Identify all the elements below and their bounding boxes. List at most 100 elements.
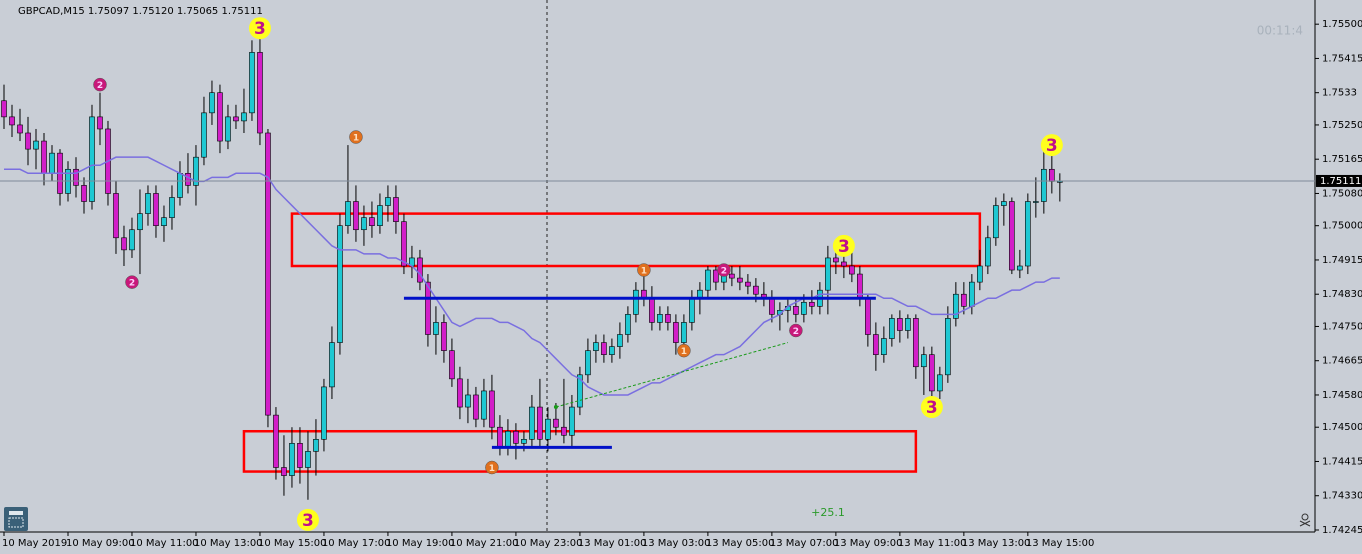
candle-body — [593, 342, 599, 351]
candle-body — [329, 342, 335, 388]
candle-body — [745, 281, 751, 287]
x-tick-label: 13 May 13:00 — [962, 538, 1031, 549]
candle-body — [209, 92, 215, 114]
candle-body — [681, 322, 687, 343]
candle-body — [73, 168, 79, 186]
candle-body — [609, 346, 615, 355]
x-tick-label: 13 May 03:00 — [642, 538, 711, 549]
candle-body — [1009, 201, 1015, 271]
candles — [1, 32, 1063, 500]
current-price-label: 1.75111 — [1320, 176, 1361, 187]
candle-body — [425, 281, 431, 335]
candle-body — [1, 100, 7, 118]
candle-body — [929, 354, 935, 392]
candle-body — [177, 173, 183, 198]
candle-body — [977, 265, 983, 283]
candle-body — [945, 318, 951, 376]
candle-body — [809, 301, 815, 307]
signal-marker — [93, 77, 107, 92]
candle-body — [921, 354, 927, 368]
candle-body — [937, 374, 943, 392]
candle-body — [993, 205, 999, 239]
signal-label: 1 — [489, 464, 495, 474]
candle-body — [353, 201, 359, 231]
y-tick-label: 1.74750 — [1322, 321, 1362, 332]
candle-body — [801, 301, 807, 315]
y-tick-label: 1.74665 — [1322, 356, 1362, 367]
candle-body — [601, 342, 607, 355]
candle-body — [505, 430, 511, 448]
y-tick-label: 1.74830 — [1322, 289, 1362, 300]
candle-body — [433, 322, 439, 335]
candle-body — [129, 229, 135, 251]
signal-label: 3 — [926, 398, 938, 418]
candle-body — [49, 152, 55, 174]
candle-body — [585, 350, 591, 376]
candle-body — [769, 297, 775, 315]
candle-body — [145, 193, 151, 214]
candle-body — [673, 322, 679, 343]
x-tick-label: 13 May 05:00 — [706, 538, 775, 549]
calculator-keys — [8, 517, 24, 528]
candle-body — [1057, 181, 1063, 183]
y-tick-label: 1.75165 — [1322, 154, 1362, 165]
y-tick-label: 1.75415 — [1322, 53, 1362, 64]
skull-head — [1301, 513, 1309, 521]
signal-label: 1 — [681, 347, 687, 357]
candle-body — [913, 318, 919, 368]
candle-body — [793, 306, 799, 315]
candle-body — [265, 132, 271, 416]
candle-body — [1033, 201, 1039, 203]
candle-body — [225, 116, 231, 142]
candle-body — [889, 318, 895, 339]
candle-body — [305, 451, 311, 468]
candle-body — [665, 314, 671, 323]
timer: 00:11:4 — [1257, 24, 1303, 38]
x-tick-label: 13 May 01:00 — [578, 538, 647, 549]
candle-body — [33, 140, 39, 150]
candle-body — [497, 426, 503, 448]
y-tick-label: 1.74330 — [1322, 491, 1362, 502]
candle-body — [553, 418, 559, 428]
trend-anchor — [553, 405, 558, 410]
x-tick-label: 10 May 09:00 — [66, 538, 135, 549]
candle-body — [513, 430, 519, 444]
price-zone — [242, 429, 918, 473]
candle-body — [841, 261, 847, 267]
candle-body — [529, 406, 535, 440]
x-tick-label: 10 May 19:00 — [386, 538, 455, 549]
candle-body — [321, 386, 327, 440]
y-tick-label: 1.75500 — [1322, 19, 1362, 30]
candle-body — [113, 193, 119, 239]
candle-body — [289, 443, 295, 476]
price-zone — [290, 212, 982, 268]
candle-body — [713, 269, 719, 283]
signal-marker — [485, 460, 499, 475]
candle-body — [169, 197, 175, 218]
moving-average — [3, 156, 1060, 396]
candle-body — [121, 237, 127, 251]
candle-body — [313, 439, 319, 452]
y-tick-label: 1.74915 — [1322, 255, 1362, 266]
candle-body — [449, 350, 455, 380]
signal-marker — [1040, 134, 1063, 157]
candle-body — [729, 273, 735, 279]
x-tick-label: 10 May 2019 — [2, 538, 67, 549]
signal-marker — [789, 323, 803, 338]
signal-marker — [296, 508, 319, 531]
candle-body — [961, 293, 967, 307]
y-tick-label: 1.74580 — [1322, 390, 1362, 401]
candle-body — [41, 140, 47, 174]
calculator-icon[interactable] — [4, 507, 28, 531]
signal-label: 1 — [353, 134, 359, 144]
x-tick-label: 10 May 11:00 — [130, 538, 199, 549]
y-tick-label: 1.75080 — [1322, 188, 1362, 199]
candle-body — [417, 257, 423, 283]
candle-body — [705, 269, 711, 291]
candle-body — [561, 426, 567, 436]
candle-body — [833, 257, 839, 263]
candle-body — [649, 297, 655, 323]
candle-body — [969, 281, 975, 307]
